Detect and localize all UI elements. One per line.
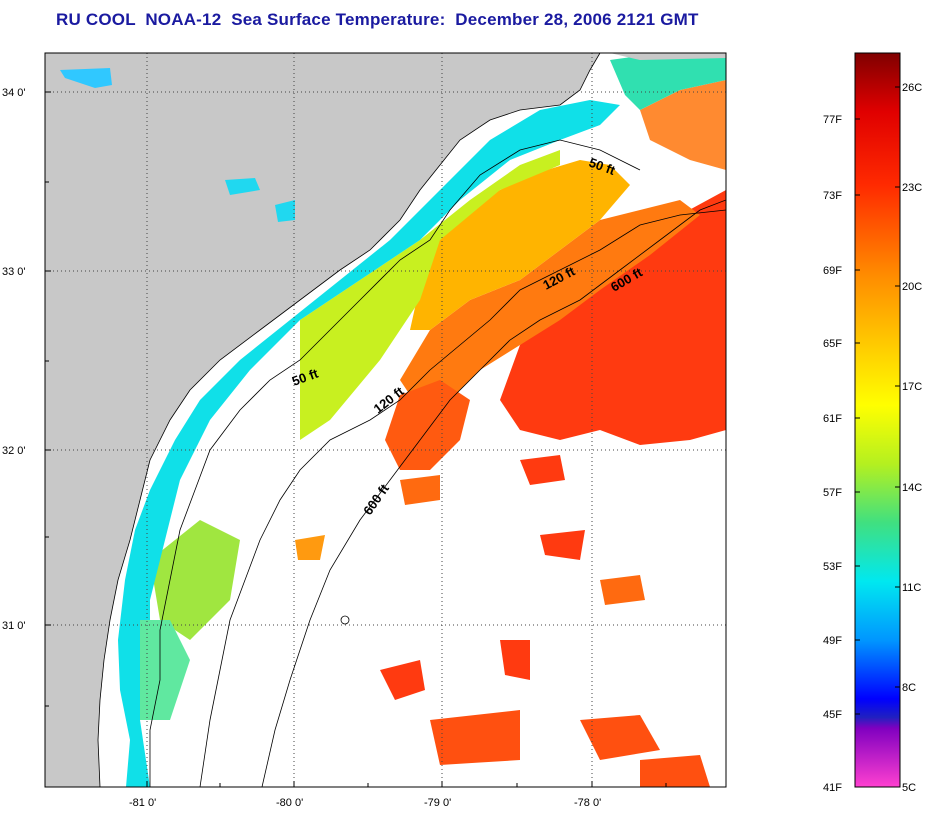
sst-ne-warm: [640, 80, 726, 170]
contour-50ft: [149, 139, 641, 787]
lon-label: -79 0': [424, 797, 451, 809]
lat-label: 33 0': [2, 266, 26, 278]
sst-cool-blue-green: [140, 620, 190, 720]
colorbar-f-label: 61F: [823, 413, 842, 425]
lat-label: 34 0': [2, 87, 26, 99]
sst-blob: [640, 755, 710, 787]
colorbar-c-label: 8C: [902, 682, 916, 694]
sst-blob: [295, 535, 325, 560]
sst-warm-red: [500, 190, 726, 445]
sst-ne-green: [610, 53, 726, 110]
colorbar-f-label: 57F: [823, 487, 842, 499]
colorbar-c-label: 26C: [902, 82, 922, 94]
colorbar-c-label: 20C: [902, 281, 922, 293]
sound-water: [60, 68, 112, 88]
seamount-contour: [340, 615, 350, 625]
colorbar-f-label: 65F: [823, 338, 842, 350]
lat-label: 32 0': [2, 445, 26, 457]
land: [45, 53, 600, 787]
colorbar-f-label: 77F: [823, 114, 842, 126]
colorbar-f-label: 41F: [823, 782, 842, 794]
lon-label: -78 0': [574, 797, 601, 809]
sound-water: [275, 200, 295, 222]
sst-blob: [430, 710, 520, 765]
sst-mid-green: [300, 150, 560, 440]
sound-water: [225, 178, 260, 195]
coastline: [97, 53, 601, 787]
lon-label: -80 0': [276, 797, 303, 809]
sst-blob: [380, 660, 425, 700]
contour-120ft: [199, 209, 726, 787]
land-ne: [610, 53, 726, 60]
colorbar-c-label: 11C: [902, 582, 921, 594]
lat-label: 31 0': [2, 620, 26, 632]
map-frame: [44, 52, 727, 788]
graticule: [45, 53, 726, 787]
lon-label: -81 0': [129, 797, 156, 809]
colorbar-c-label: 23C: [902, 182, 922, 194]
sst-warm-patch: [385, 380, 470, 470]
colorbar-f-label: 53F: [823, 561, 842, 573]
sst-blob: [400, 475, 440, 505]
sst-mid-yellow: [410, 160, 630, 330]
colorbar-ticks: [855, 86, 900, 715]
sst-blob: [600, 575, 645, 605]
colorbar-c-label: 14C: [902, 482, 922, 494]
colorbar-f-label: 73F: [823, 190, 842, 202]
sst-warm-orange: [400, 200, 700, 410]
colorbar: [854, 52, 901, 788]
colorbar-f-label: 69F: [823, 265, 842, 277]
map-title: RU COOL NOAA-12 Sea Surface Temperature:…: [56, 10, 699, 29]
sst-blob: [520, 455, 565, 485]
colorbar-f-label: 45F: [823, 709, 842, 721]
contour-600ft: [261, 199, 726, 787]
colorbar-c-label: 17C: [902, 381, 922, 393]
sst-mid-green-2: [150, 520, 240, 640]
axis-ticks: [45, 91, 667, 787]
sst-blob: [580, 715, 660, 760]
sst-blob: [500, 640, 530, 680]
colorbar-c-label: 5C: [902, 782, 916, 794]
colorbar-f-label: 49F: [823, 635, 842, 647]
sst-blob: [540, 530, 585, 560]
